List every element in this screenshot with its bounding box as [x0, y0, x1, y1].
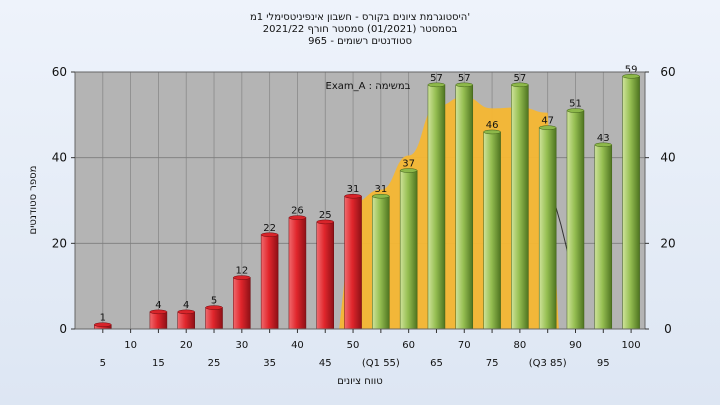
bar-cap-85	[538, 125, 557, 130]
x-tick-label: 45	[319, 358, 332, 369]
value-label-45: 25	[319, 210, 332, 221]
value-label-60: 37	[402, 159, 415, 170]
x-tick-label: 15	[152, 358, 165, 369]
x-tick-label: 100	[622, 340, 641, 351]
value-label-85: 47	[541, 116, 554, 127]
x-tick-label: 35	[263, 358, 276, 369]
y-tick-label-left: 0	[59, 322, 67, 336]
bar-cap-50	[344, 193, 362, 199]
bars-layer	[94, 74, 640, 330]
y-tick-label-right: 0	[664, 322, 672, 336]
x-tick-label: 20	[180, 340, 193, 351]
x-tick-label: 75	[486, 358, 499, 369]
x-tick-label: 10	[124, 340, 137, 351]
bar-cap-40	[288, 215, 307, 220]
value-label-95: 43	[597, 133, 610, 144]
bar-95	[594, 144, 613, 330]
value-label-50: 31	[347, 184, 360, 195]
x-tick-label: 50	[347, 340, 360, 351]
chart-title-line-2: בסמסטר (01/2021) סמסטר חורף 2021/22	[262, 24, 458, 35]
value-label-30: 12	[235, 266, 248, 277]
plot-border	[74, 71, 646, 330]
y-tick-label-right: 20	[660, 236, 675, 250]
value-label-90: 51	[569, 99, 582, 110]
bar-cap-100	[622, 74, 640, 79]
bar-35	[260, 234, 279, 330]
bar-cap-35	[260, 232, 279, 238]
bar-50	[344, 195, 362, 330]
bar-cap-60	[399, 168, 418, 173]
x-tick-label: 30	[235, 340, 248, 351]
bar-cap-90	[566, 108, 585, 113]
bar-25	[205, 307, 223, 330]
x-tick-label: 65	[430, 358, 443, 369]
bar-cap-55	[372, 193, 390, 199]
value-label-40: 26	[291, 206, 304, 217]
value-label-25: 5	[211, 296, 217, 307]
x-tick-label: 90	[569, 340, 582, 351]
bar-cap-25	[205, 305, 223, 310]
bar-85	[538, 127, 557, 330]
y-tick-label-right: 60	[660, 65, 675, 79]
value-label-75: 46	[486, 120, 499, 131]
x-tick-label: (Q3 85)	[529, 358, 567, 369]
bar-65	[427, 84, 446, 330]
bar-cap-15	[149, 309, 168, 315]
bar-cap-75	[483, 129, 501, 135]
bar-15	[149, 311, 168, 330]
value-label-35: 22	[263, 223, 276, 234]
bar-75	[483, 131, 501, 330]
bar-cap-30	[233, 275, 251, 280]
chart-title-line-3: סטודנטים רשומים - 965	[308, 36, 412, 47]
x-tick-label: 80	[514, 340, 527, 351]
value-label-15: 4	[155, 300, 161, 311]
x-tick-label: 5	[100, 358, 106, 369]
bar-40	[288, 217, 307, 330]
bar-45	[316, 221, 334, 330]
bar-cap-5	[94, 322, 112, 327]
x-tick-label: (Q1 55)	[362, 358, 400, 369]
chart-title-line-1: היסטוגרמת ציונים בקורס - חשבון אינפיניטס…	[249, 12, 471, 23]
x-tick-label: 70	[458, 340, 471, 351]
value-label-5: 1	[100, 313, 106, 324]
bar-cap-80	[511, 82, 529, 88]
bar-cap-45	[316, 219, 334, 225]
x-tick-label: 60	[402, 340, 415, 351]
distribution-curve	[339, 96, 559, 329]
x-axis-label: טווח ציונים	[337, 376, 382, 387]
bar-20	[177, 311, 195, 330]
bar-cap-95	[594, 142, 613, 148]
y-tick-label-right: 40	[660, 151, 675, 165]
bar-30	[233, 277, 251, 330]
bar-55	[372, 195, 390, 330]
bar-100	[622, 76, 640, 330]
y-tick-label-left: 40	[52, 151, 67, 165]
bar-cap-20	[177, 309, 195, 315]
value-label-70: 57	[458, 73, 471, 84]
x-tick-label: 40	[291, 340, 304, 351]
bar-60	[399, 170, 418, 330]
bar-cap-65	[427, 82, 446, 88]
legend-text: Exam_A : במשימה	[326, 81, 411, 92]
bar-90	[566, 110, 585, 330]
x-tick-label: 25	[208, 358, 221, 369]
bar-cap-70	[455, 82, 474, 88]
bar-70	[455, 84, 474, 330]
y-tick-label-left: 20	[52, 236, 67, 250]
value-labels-layer: 1 4 4 5 12 22 26 25 31 31 37 57 57 46 57 47 51 43 59	[100, 64, 638, 323]
y-tick-label-left: 60	[52, 65, 67, 79]
value-label-80: 57	[514, 73, 527, 84]
x-tick-label: 95	[597, 358, 610, 369]
value-label-65: 57	[430, 73, 443, 84]
value-label-20: 4	[183, 300, 189, 311]
value-label-100: 59	[625, 64, 638, 75]
y-axis-label: מספר סטודנטים	[28, 166, 39, 235]
value-label-55: 31	[374, 184, 387, 195]
bar-80	[511, 84, 529, 330]
